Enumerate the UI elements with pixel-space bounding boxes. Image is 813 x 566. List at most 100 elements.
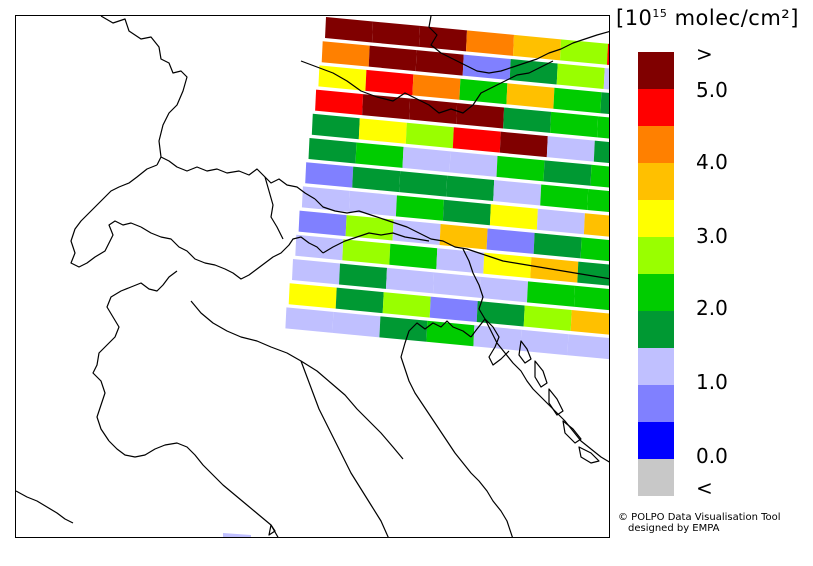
island-corsica-tip bbox=[268, 524, 276, 536]
swath-pixel bbox=[489, 204, 538, 230]
legend-tick-label: > bbox=[696, 42, 713, 66]
swath-pixel bbox=[379, 316, 428, 342]
map-canvas bbox=[16, 16, 609, 537]
swath-pixel bbox=[332, 311, 381, 338]
unit-suffix: molec/cm²] bbox=[667, 6, 799, 30]
border-italy-austria bbox=[322, 232, 430, 254]
swath-pixel bbox=[452, 127, 501, 153]
coast-istria bbox=[484, 318, 510, 366]
legend-tick-label: 5.0 bbox=[696, 78, 728, 102]
legend-tick-label: < bbox=[696, 476, 713, 500]
swath-pixel bbox=[439, 223, 488, 250]
swath-pixel bbox=[321, 41, 370, 67]
swath-pixel bbox=[553, 87, 602, 114]
legend-swatch bbox=[638, 274, 674, 311]
swath-pixel bbox=[446, 175, 495, 202]
swath-pixel bbox=[607, 43, 609, 65]
legend-tick-label: 0.0 bbox=[696, 444, 728, 468]
border-swiss-north bbox=[70, 164, 158, 268]
swath-pixel bbox=[520, 329, 569, 356]
inner-border-italy-2 bbox=[300, 360, 389, 537]
island-4 bbox=[562, 420, 582, 444]
swath-pixel bbox=[308, 138, 357, 164]
legend-swatch bbox=[638, 200, 674, 237]
legend-swatch bbox=[638, 89, 674, 126]
border-austria-south bbox=[314, 198, 609, 280]
swath-pixel bbox=[339, 263, 387, 289]
legend-tick-label: 3.0 bbox=[696, 224, 728, 248]
swath-pixel bbox=[382, 292, 431, 318]
country-borders bbox=[70, 16, 609, 442]
swath-pixel bbox=[493, 180, 542, 206]
swath-pixel bbox=[358, 118, 407, 144]
island-5 bbox=[578, 446, 600, 464]
swath-pixel bbox=[513, 34, 561, 61]
swath-pixel bbox=[409, 98, 458, 124]
swath-pixel bbox=[368, 45, 417, 72]
swath-pixel bbox=[466, 30, 514, 56]
swath-pixel bbox=[580, 237, 609, 262]
swath-pixel bbox=[288, 283, 337, 309]
swath-pixel bbox=[389, 243, 438, 270]
swath-pixel bbox=[348, 190, 397, 217]
swath-pixel bbox=[223, 533, 251, 537]
swath-pixel bbox=[600, 92, 609, 115]
legend-swatch bbox=[638, 311, 674, 348]
map-panel bbox=[15, 15, 610, 538]
unit-label: [1015 molec/cm²] bbox=[616, 6, 799, 30]
swath-pixel bbox=[473, 325, 522, 351]
swath-pixel bbox=[583, 213, 609, 237]
swath-pixel bbox=[426, 320, 475, 347]
credit-text: © POLPO Data Visualisation Tool designed… bbox=[618, 512, 781, 534]
swath-pixel bbox=[386, 267, 434, 294]
swath-pixel bbox=[577, 261, 609, 286]
swath-pixel bbox=[362, 94, 411, 120]
legend-tick-label: 2.0 bbox=[696, 296, 728, 320]
border-france-germany bbox=[100, 16, 188, 166]
swath-pixel bbox=[503, 107, 552, 133]
coast-france-south bbox=[16, 490, 74, 524]
island-3 bbox=[548, 388, 564, 416]
border-swiss-liechtenstein bbox=[264, 176, 284, 240]
swath-pixel bbox=[603, 67, 609, 90]
swath-pixel bbox=[509, 59, 558, 85]
swath-pixel bbox=[462, 54, 511, 81]
swath-pixel bbox=[506, 83, 555, 109]
border-germany-austria bbox=[300, 60, 554, 114]
swath-pixel bbox=[442, 199, 491, 226]
legend-swatch bbox=[638, 422, 674, 459]
swath-pixel bbox=[533, 232, 582, 259]
swath-pixel bbox=[543, 160, 592, 186]
satellite-swath bbox=[223, 17, 609, 537]
swath-pixel bbox=[449, 151, 498, 177]
swath-pixel bbox=[399, 171, 448, 197]
swath-pixel bbox=[476, 301, 525, 327]
coastlines bbox=[16, 300, 609, 537]
swath-pixel bbox=[285, 307, 334, 333]
coast-croatia bbox=[484, 318, 609, 463]
swath-pixel bbox=[456, 102, 505, 129]
swath-pixel bbox=[429, 296, 478, 323]
swath-pixel bbox=[342, 239, 391, 265]
swath-pixel bbox=[412, 74, 461, 100]
swath-pixel bbox=[301, 186, 350, 212]
color-legend bbox=[638, 52, 674, 496]
swath-pixel bbox=[315, 89, 364, 116]
legend-swatch bbox=[638, 348, 674, 385]
swath-pixel bbox=[486, 228, 535, 254]
border-swiss-south bbox=[140, 226, 324, 280]
swath-pixel bbox=[546, 136, 595, 162]
swath-pixel bbox=[372, 21, 420, 47]
legend-swatch bbox=[638, 126, 674, 163]
swath-pixel bbox=[556, 63, 605, 89]
swath-pixel bbox=[587, 188, 609, 213]
swath-pixel bbox=[395, 195, 444, 221]
unit-prefix: [10 bbox=[616, 6, 653, 30]
swath-pixel bbox=[536, 208, 585, 235]
legend-tick-label: 1.0 bbox=[696, 370, 728, 394]
swath-pixel bbox=[570, 309, 609, 335]
credit-line-1: © POLPO Data Visualisation Tool bbox=[618, 512, 781, 523]
border-italy-slovenia bbox=[462, 248, 486, 338]
swath-pixel bbox=[567, 334, 609, 360]
swath-pixel bbox=[352, 166, 401, 193]
